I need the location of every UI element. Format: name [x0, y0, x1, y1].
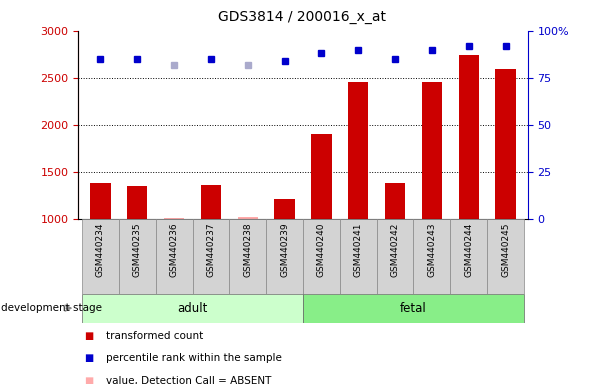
Text: GSM440235: GSM440235 [133, 223, 142, 277]
Bar [340, 219, 377, 294]
Text: GSM440236: GSM440236 [169, 223, 178, 277]
Bar [450, 219, 487, 294]
Text: adult: adult [177, 302, 207, 314]
Bar [192, 219, 229, 294]
Bar [164, 218, 185, 219]
Text: GSM440245: GSM440245 [501, 223, 510, 277]
Text: GSM440242: GSM440242 [391, 223, 400, 277]
Text: GSM440241: GSM440241 [354, 223, 363, 277]
Bar [82, 294, 303, 323]
Bar [385, 183, 405, 219]
Text: GSM440239: GSM440239 [280, 223, 289, 277]
Bar [487, 219, 524, 294]
Text: GSM440238: GSM440238 [243, 223, 252, 277]
Bar [119, 219, 156, 294]
Bar [127, 186, 147, 219]
Bar [348, 81, 368, 219]
Text: ■: ■ [84, 376, 93, 384]
Bar [82, 219, 119, 294]
Bar [414, 219, 450, 294]
Bar [496, 69, 516, 219]
Text: GSM440234: GSM440234 [96, 223, 105, 277]
Text: value, Detection Call = ABSENT: value, Detection Call = ABSENT [106, 376, 271, 384]
Bar [90, 183, 110, 219]
Text: transformed count: transformed count [106, 331, 203, 341]
Text: percentile rank within the sample: percentile rank within the sample [106, 353, 282, 363]
Bar [303, 294, 524, 323]
Text: ■: ■ [84, 331, 93, 341]
Bar [459, 55, 479, 219]
Bar [238, 217, 258, 219]
Bar [311, 134, 332, 219]
Text: GSM440237: GSM440237 [206, 223, 215, 277]
Text: development stage: development stage [1, 303, 102, 313]
Bar [156, 219, 192, 294]
Text: GDS3814 / 200016_x_at: GDS3814 / 200016_x_at [218, 10, 385, 23]
Bar [377, 219, 414, 294]
Text: GSM440244: GSM440244 [464, 223, 473, 277]
Bar [274, 199, 295, 219]
Bar [266, 219, 303, 294]
Text: ■: ■ [84, 353, 93, 363]
Bar [201, 185, 221, 219]
Text: fetal: fetal [400, 302, 427, 314]
Bar [421, 81, 442, 219]
Bar [229, 219, 266, 294]
Text: GSM440240: GSM440240 [317, 223, 326, 277]
Text: GSM440243: GSM440243 [428, 223, 437, 277]
Bar [303, 219, 340, 294]
